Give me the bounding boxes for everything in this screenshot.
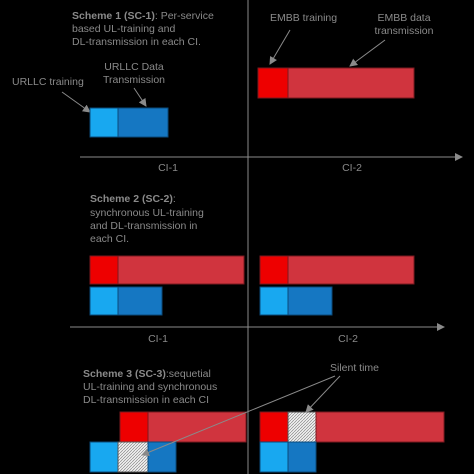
label: EMBB data <box>377 12 430 24</box>
embb-data <box>147 411 247 443</box>
arrow <box>269 29 291 65</box>
embb-training <box>89 255 119 285</box>
urllc-data <box>287 286 333 316</box>
scheme-text: Scheme 3 (SC-3):sequetial <box>83 368 211 380</box>
arrow <box>133 87 147 107</box>
scheme-text: synchronous UL-training <box>90 207 204 219</box>
embb-data <box>117 255 245 285</box>
scheme-text: DL-transmission in each CI. <box>72 36 201 48</box>
label: EMBB training <box>270 12 337 24</box>
scheme-text: UL-training and synchronous <box>83 381 217 393</box>
embb-data <box>315 411 445 443</box>
embb-training <box>259 411 289 443</box>
urllc-training <box>259 286 289 316</box>
arrow <box>141 375 336 457</box>
label: URLLC training <box>12 76 84 88</box>
axis-label: CI-2 <box>338 333 358 345</box>
scheme-text: and DL-transmission in <box>90 220 198 232</box>
silent-slot <box>287 411 317 443</box>
axis-label: CI-1 <box>158 162 178 174</box>
urllc-training <box>89 286 119 316</box>
urllc-data <box>117 107 169 138</box>
axis-label: CI-2 <box>342 162 362 174</box>
urllc-training <box>89 107 119 138</box>
axis-label: CI-1 <box>148 333 168 345</box>
scheme-text: Scheme 2 (SC-2): <box>90 193 176 205</box>
embb-data <box>287 255 415 285</box>
urllc-training <box>259 441 289 473</box>
urllc-training <box>89 441 119 473</box>
label: URLLC Data <box>104 61 164 73</box>
arrow <box>305 375 341 413</box>
urllc-data <box>287 441 317 473</box>
scheme-text: DL-transmission in each CI <box>83 394 209 406</box>
label: Transmission <box>103 74 165 86</box>
embb-training <box>257 67 289 99</box>
scheme-text: based UL-training and <box>72 23 175 35</box>
label: transmission <box>375 25 434 37</box>
arrow <box>349 39 386 67</box>
arrow <box>61 91 91 113</box>
urllc-data <box>117 286 163 316</box>
embb-data <box>287 67 415 99</box>
silent-slot <box>117 441 149 473</box>
label: Silent time <box>330 362 379 374</box>
scheme-text: each CI. <box>90 233 129 245</box>
embb-training <box>119 411 149 443</box>
embb-training <box>259 255 289 285</box>
scheme-text: Scheme 1 (SC-1): Per-service <box>72 10 214 22</box>
